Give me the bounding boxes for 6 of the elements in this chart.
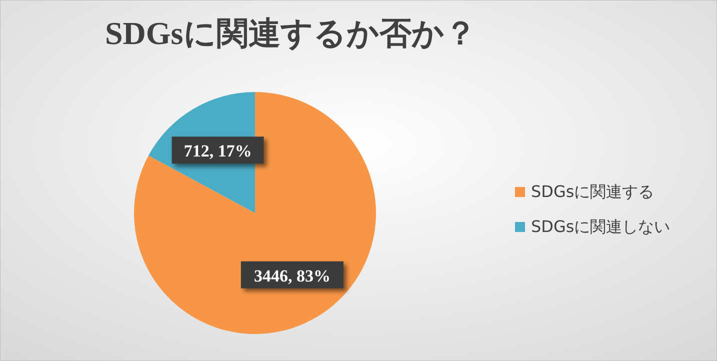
legend-label: SDGsに関連しない [531,217,670,236]
data-label: 3446, 83% [254,266,330,286]
data-label: 712, 17% [184,142,252,161]
pie-slice [134,92,376,334]
chart-title: SDGsに関連するか否か？ [105,15,476,51]
legend-label: SDGsに関連する [531,182,654,201]
